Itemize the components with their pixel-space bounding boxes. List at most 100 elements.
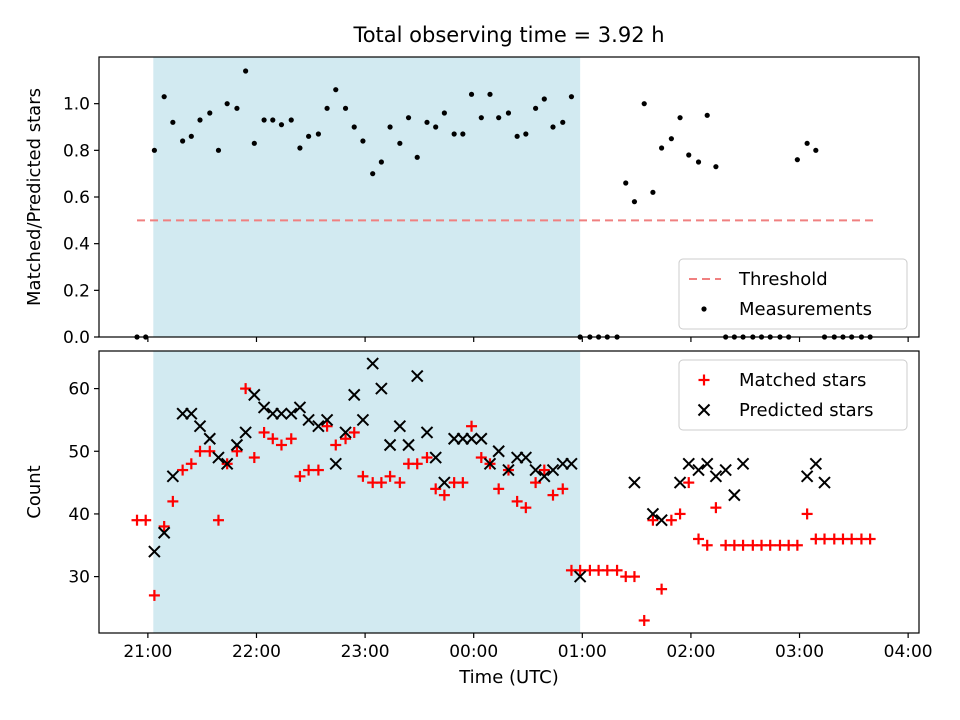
predicted-star-point [682,457,695,471]
predicted-star-point-b [356,413,370,427]
predicted-star-point [212,451,225,464]
measurement-point [378,159,384,165]
predicted-star-point-b [438,476,451,489]
predicted-star-point [230,438,244,452]
predicted-star-point [573,570,587,583]
measurement-point [658,145,665,151]
count-ytick-label: 60 [68,380,90,400]
matched-star-point [693,533,705,545]
ratio-legend: Threshold Measurements [678,258,908,330]
legend-predicted-handle-b [697,403,711,417]
matched-star-point [158,520,170,532]
measurement-point [631,199,638,205]
predicted-star-point-b [375,382,388,395]
measurement-point [496,115,502,121]
predicted-star-point-b [800,470,814,483]
predicted-star-point-b [573,570,587,583]
xtick-label: 23:00 [341,642,390,662]
measurement-point [351,124,357,130]
matched-star-point [638,614,650,626]
count-series-x [148,357,831,583]
predicted-star-point [257,401,271,414]
count-legend: Matched stars Predicted stars [678,359,908,431]
predicted-star-point [655,513,668,527]
matched-star-point [511,495,523,507]
matched-star-point [801,508,813,520]
predicted-star-point-b [366,357,379,370]
xtick-label: 04:00 [884,642,933,662]
matched-star-point [665,514,677,526]
legend-matched-handle [698,374,710,386]
predicted-star-point-b [673,476,687,489]
predicted-star-point-b [185,407,198,420]
matched-star-point [204,445,216,457]
predicted-star-point [383,438,397,452]
measurement-point [324,105,330,111]
measurement-point [468,91,475,97]
measurement-point [514,133,520,139]
predicted-star-point [800,470,814,483]
measurement-point [333,87,339,93]
predicted-star-point-b [166,470,180,483]
predicted-star-point [429,451,442,464]
ratio-ylabel: Matched/Predicted stars [24,88,45,306]
matched-star-point [628,571,640,583]
legend-entry-label: Measurements [739,299,872,320]
predicted-star-point [565,457,578,471]
measurement-point [224,101,230,107]
ratio-panel: 0.0 0.2 0.4 0.6 0.8 1.0 Matched/Predicted star… [24,56,920,348]
matched-star-point [312,464,324,476]
predicted-star-point [312,419,325,433]
matched-star-point [240,383,252,395]
measurement-point [713,164,719,170]
matched-star-point [267,433,279,445]
measurement-point [215,147,222,153]
measurement-point [695,159,702,165]
predicted-star-point-b [383,438,397,452]
predicted-star-point [719,463,732,477]
measurement-point [197,117,203,123]
predicted-star-point-b [475,432,488,445]
legend-entry-label: Matched stars [739,370,866,391]
measurement-point [370,171,376,177]
matched-star-point [275,439,287,451]
matched-star-point [791,539,803,551]
predicted-star-point [185,407,198,420]
predicted-star-point-b [502,463,515,477]
predicted-star-point-b [193,419,207,433]
measurement-point [207,110,213,116]
measurement-point [433,124,439,130]
predicted-star-point [646,507,660,521]
measurement-point [668,136,674,142]
matched-star-point [231,445,243,457]
measurement-point [405,115,412,121]
matched-star-point [258,426,270,438]
count-ytick-label: 30 [68,568,90,588]
predicted-star-point [275,407,288,420]
predicted-star-point [465,432,478,445]
count-legend-box [678,359,908,431]
ratio-series-dot [134,68,873,340]
measurement-point [243,68,249,74]
predicted-star-point-b [257,401,271,414]
matched-star-point [656,583,668,595]
predicted-star-point [302,413,315,427]
ratio-ytick-label: 1.0 [63,95,90,115]
predicted-star-point [203,432,216,445]
predicted-star-point-b [628,476,641,489]
matched-star-point [601,564,613,576]
legend-predicted-handle [697,403,711,417]
predicted-star-point [492,445,505,458]
count-ytick-label: 50 [68,442,90,462]
predicted-star-point-b [736,457,750,471]
predicted-star-point-b [212,451,225,464]
measurement-point [523,131,529,137]
ratio-legend-box [678,258,908,330]
measurement-point [297,145,303,151]
measurement-point [387,124,393,130]
legend-entry-label: Threshold [738,269,828,290]
predicted-star-point-b [420,426,434,439]
measurement-point [161,94,167,100]
measurement-point [188,133,194,139]
measurement-point [794,157,800,163]
